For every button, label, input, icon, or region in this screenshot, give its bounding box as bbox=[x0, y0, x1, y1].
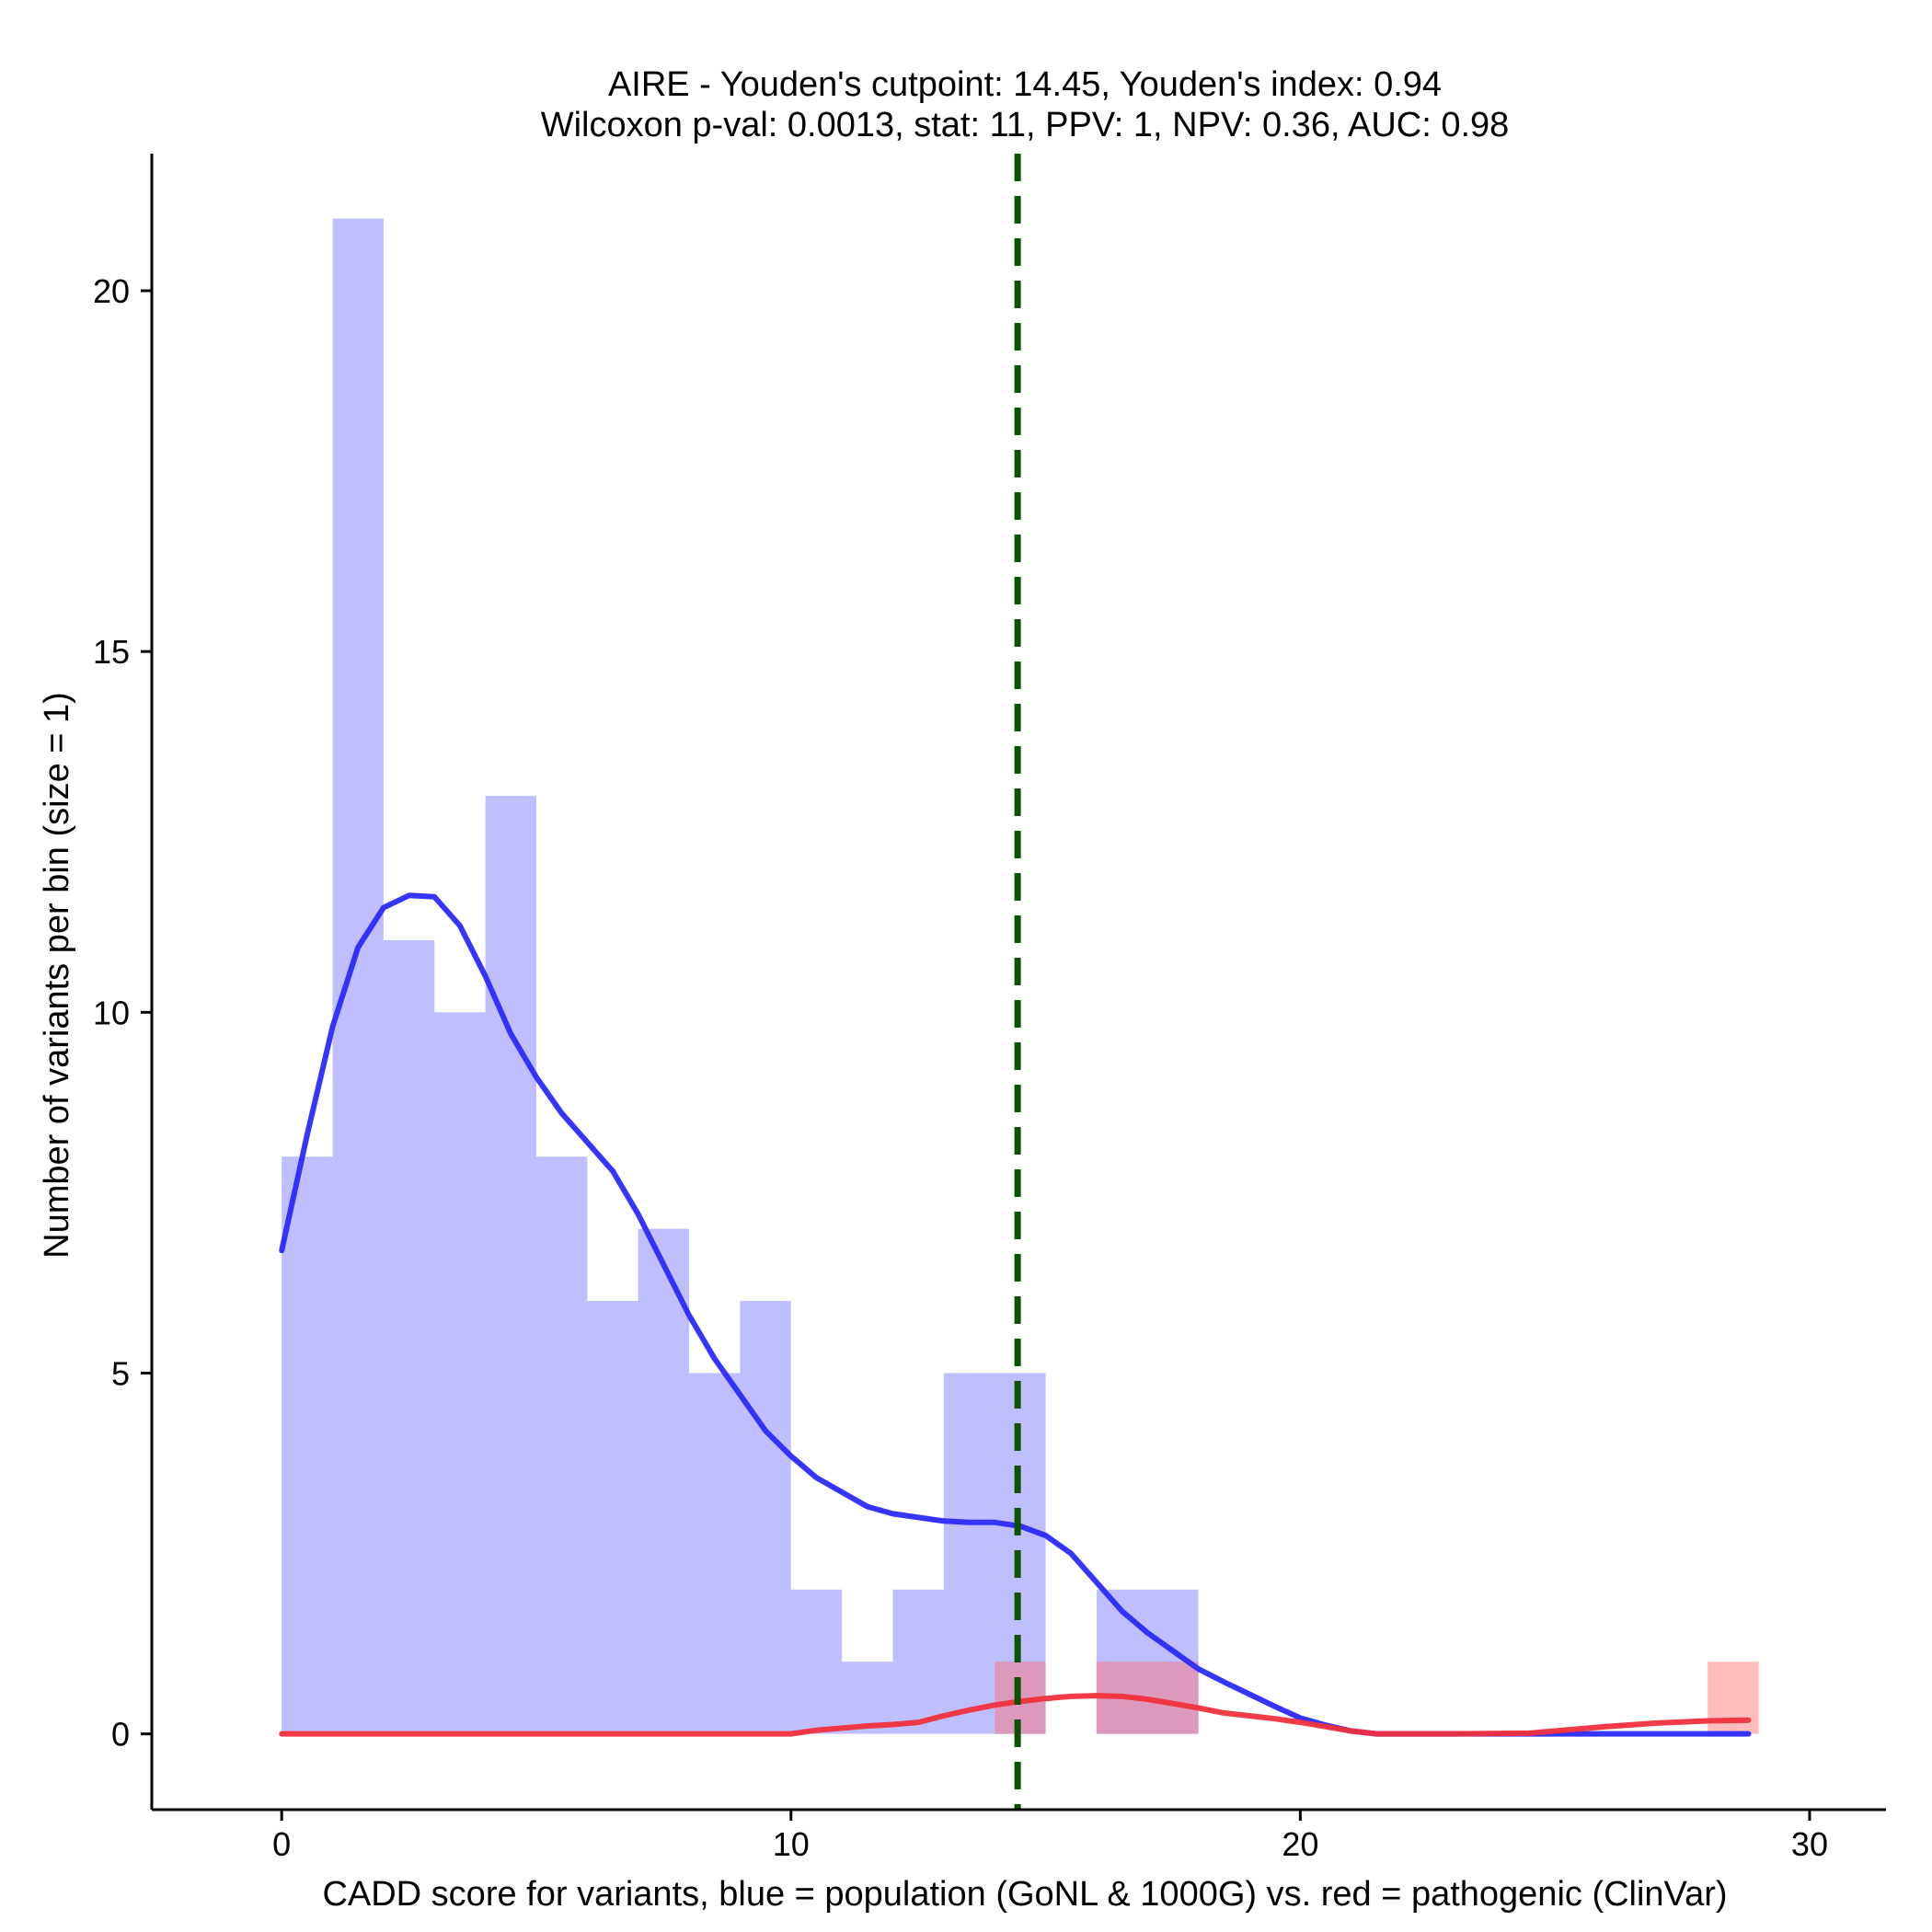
histogram-bar bbox=[485, 796, 536, 1734]
y-tick-label: 10 bbox=[93, 994, 130, 1031]
histogram-bar bbox=[892, 1589, 944, 1734]
x-axis-label: CADD score for variants, blue = populati… bbox=[322, 1875, 1727, 1914]
chart-subtitle: Wilcoxon p-val: 0.0013, stat: 11, PPV: 1… bbox=[541, 106, 1510, 144]
y-tick-label: 15 bbox=[93, 633, 130, 671]
histogram-bar bbox=[1147, 1662, 1199, 1734]
y-tick-label: 5 bbox=[111, 1354, 130, 1392]
chart-title: AIRE - Youden's cutpoint: 14.45, Youden'… bbox=[608, 65, 1442, 104]
density-curve bbox=[279, 1693, 1752, 1737]
histogram-bar bbox=[638, 1228, 690, 1734]
y-tick-label: 0 bbox=[111, 1716, 130, 1754]
histogram-bar bbox=[535, 1156, 588, 1734]
y-tick-label: 20 bbox=[93, 272, 130, 310]
x-tick-label: 30 bbox=[1791, 1825, 1828, 1863]
histogram-bar bbox=[943, 1373, 995, 1734]
density-curve bbox=[279, 892, 1752, 1737]
density-curves bbox=[279, 892, 1752, 1737]
y-axis-label: Number of variants per bin (size = 1) bbox=[38, 692, 76, 1259]
histogram-bar bbox=[383, 939, 435, 1734]
histogram-bar bbox=[434, 1012, 486, 1734]
histogram-bar bbox=[689, 1373, 741, 1734]
histogram-bar bbox=[740, 1301, 791, 1734]
histogram-bar bbox=[790, 1589, 843, 1734]
tick-labels: 0 10 20 30 0 5 10 15 20 bbox=[93, 272, 1828, 1863]
x-tick-label: 10 bbox=[773, 1825, 810, 1863]
histogram-bar bbox=[282, 1156, 333, 1734]
x-tick-label: 0 bbox=[272, 1825, 291, 1863]
histogram-bar bbox=[332, 218, 384, 1734]
histogram-bar bbox=[842, 1662, 893, 1734]
histogram-bar bbox=[587, 1301, 638, 1734]
axes bbox=[141, 154, 1886, 1821]
x-tick-label: 20 bbox=[1282, 1825, 1318, 1863]
histogram-bars bbox=[282, 218, 1759, 1734]
